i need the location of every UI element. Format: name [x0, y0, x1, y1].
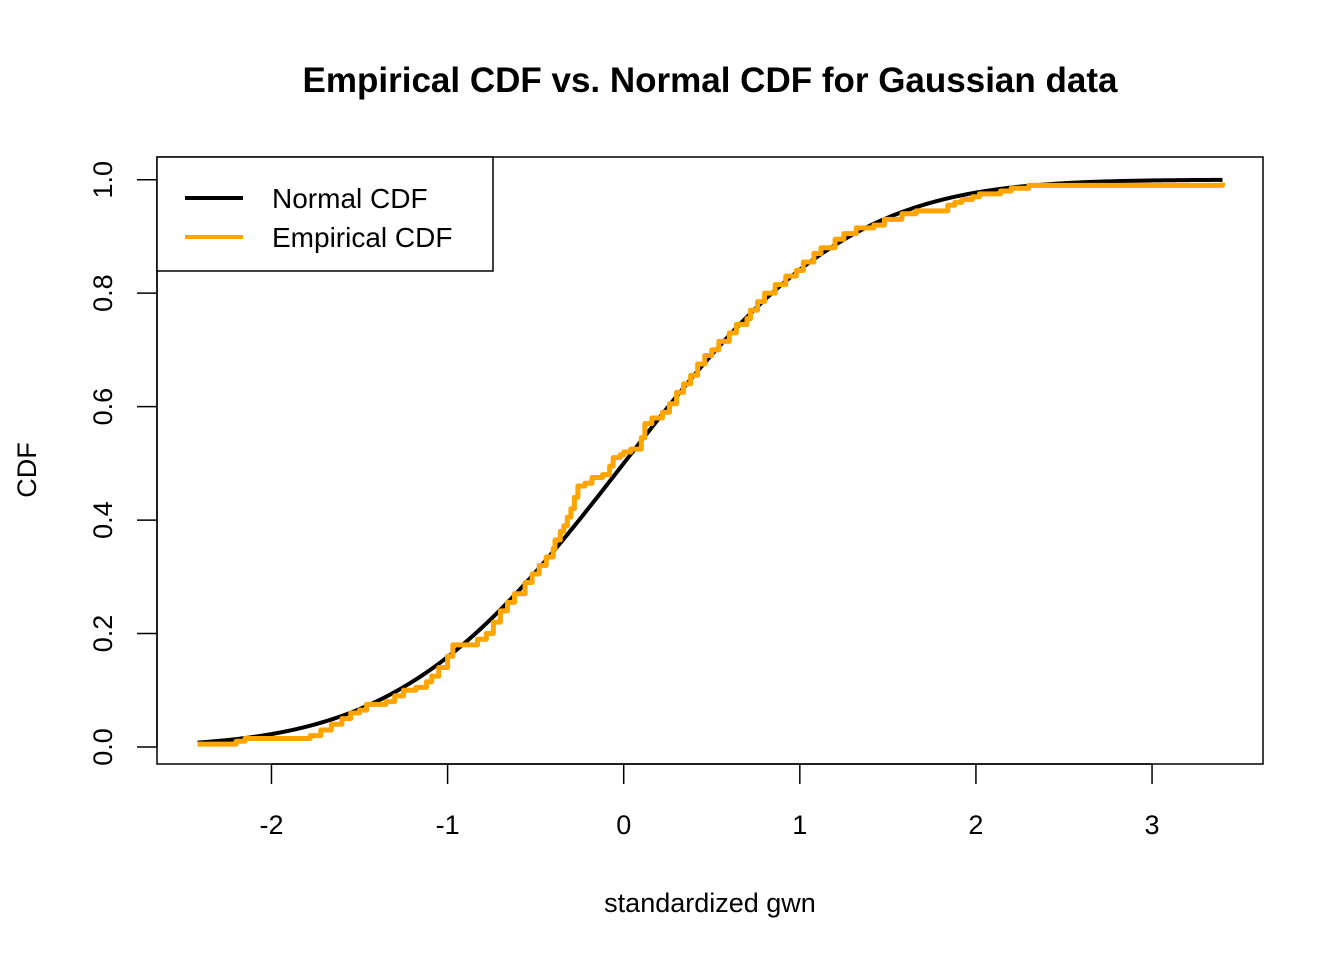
series-layer	[197, 177, 1225, 747]
x-tick-label: -2	[259, 810, 283, 840]
legend-box	[156, 156, 494, 272]
empirical-cdf-line	[197, 182, 1225, 747]
legend-label-empirical-cdf: Empirical CDF	[272, 222, 452, 253]
x-tick-label: 0	[616, 810, 631, 840]
y-tick-label: 0.4	[88, 501, 118, 539]
chart-title: Empirical CDF vs. Normal CDF for Gaussia…	[303, 61, 1118, 100]
legend-label-normal-cdf: Normal CDF	[272, 183, 428, 214]
axis-ticks: -2 -1 0 1 2 3 0.0 0.2 0.4 0.6 0.8 1.0	[88, 161, 1160, 840]
y-tick-label: 0.0	[88, 728, 118, 766]
y-tick-label: 0.6	[88, 388, 118, 426]
legend: Normal CDF Empirical CDF	[156, 156, 494, 272]
x-tick-label: 3	[1145, 810, 1160, 840]
y-tick-label: 0.8	[88, 274, 118, 312]
y-tick-label: 0.2	[88, 615, 118, 653]
plot-frame	[156, 156, 1264, 765]
y-axis-label: CDF	[12, 442, 42, 498]
x-tick-label: 1	[792, 810, 807, 840]
x-tick-label: -1	[436, 810, 460, 840]
x-axis-label: standardized gwn	[604, 888, 816, 918]
y-tick-label: 1.0	[88, 161, 118, 199]
x-tick-label: 2	[968, 810, 983, 840]
